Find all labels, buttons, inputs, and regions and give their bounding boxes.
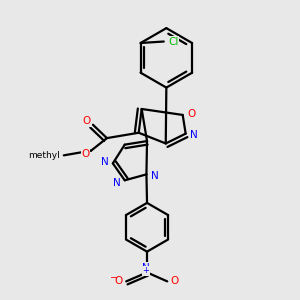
- Text: O: O: [83, 116, 91, 126]
- Text: O: O: [170, 276, 178, 286]
- Text: N: N: [100, 157, 108, 167]
- Text: N: N: [151, 171, 159, 181]
- Text: −: −: [110, 273, 118, 283]
- Text: Cl: Cl: [168, 37, 178, 46]
- Text: +: +: [142, 266, 149, 275]
- Text: O: O: [81, 148, 89, 159]
- Text: N: N: [112, 178, 120, 188]
- Text: O: O: [187, 109, 195, 119]
- Text: methyl: methyl: [28, 151, 60, 160]
- Text: O: O: [114, 276, 123, 286]
- Text: N: N: [190, 130, 198, 140]
- Text: N: N: [142, 263, 150, 273]
